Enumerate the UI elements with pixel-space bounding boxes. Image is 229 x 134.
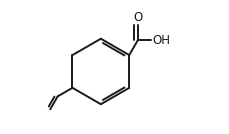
Text: O: O: [133, 11, 142, 24]
Text: OH: OH: [151, 34, 169, 47]
